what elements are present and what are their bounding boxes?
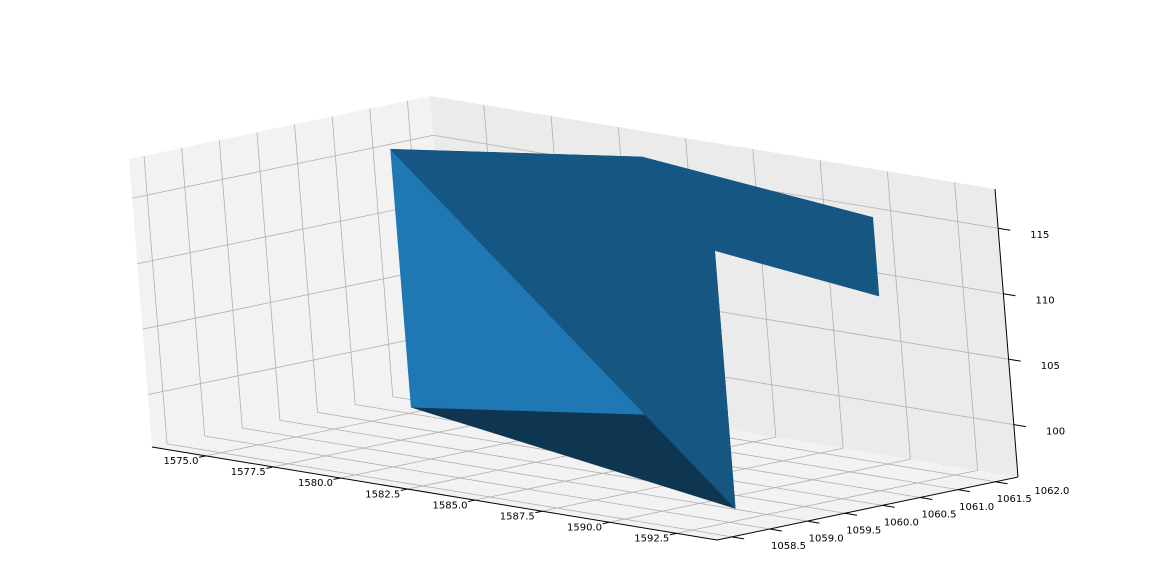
y-grid-line-wall	[181, 147, 206, 437]
y-tick-label: 1058.5	[771, 541, 806, 552]
y-grid-line-wall	[294, 124, 318, 413]
z-tick-label: 115	[1030, 230, 1049, 241]
x-grid-line-wall	[886, 171, 911, 460]
z-tick-mark	[1013, 424, 1027, 428]
z-grid-line-left	[147, 331, 449, 396]
y-grid-line-floor	[166, 443, 733, 538]
y-tick-label: 1062.0	[1034, 486, 1069, 497]
x-tick-label: 1587.5	[500, 511, 535, 522]
x-tick-mark	[602, 521, 610, 525]
x-grid-line-floor	[676, 469, 978, 534]
x-tick-label: 1592.5	[634, 534, 669, 545]
z-grid-line-left	[132, 134, 434, 199]
y-grid-line-floor	[242, 427, 808, 522]
left-wall-pane	[129, 96, 453, 447]
y-tick-label: 1061.0	[959, 502, 994, 513]
z-tick-mark	[998, 227, 1011, 231]
x-grid-line-floor	[609, 458, 911, 523]
y-tick-label: 1059.0	[809, 533, 844, 544]
y-tick-mark	[882, 504, 895, 508]
y-tick-mark	[731, 536, 745, 540]
y-tick-label: 1059.5	[846, 525, 881, 536]
y-grid-line-wall	[331, 116, 356, 405]
surface-top-face	[390, 149, 736, 509]
z-tick-mark	[1008, 358, 1021, 362]
y-axis-line	[716, 476, 1019, 541]
x-tick-label: 1580.0	[298, 478, 333, 489]
x-tick-mark	[467, 499, 475, 503]
y-grid-line-wall	[143, 155, 168, 444]
y-tick-label: 1060.5	[922, 510, 957, 521]
y-tick-mark	[920, 496, 933, 500]
y-grid-line-wall	[218, 140, 243, 429]
z-tick-mark	[1003, 293, 1016, 297]
y-tick-mark	[995, 481, 1008, 485]
y-tick-mark	[957, 489, 970, 493]
x-tick-label: 1590.0	[567, 522, 602, 533]
z-grid-line-left	[142, 265, 444, 330]
z-tick-label: 100	[1046, 427, 1065, 438]
y-tick-label: 1061.5	[997, 494, 1032, 505]
y-grid-line-floor	[279, 419, 845, 514]
x-tick-label: 1575.0	[163, 456, 198, 467]
x-tick-mark	[266, 466, 274, 469]
z-axis-line	[994, 188, 1019, 478]
x-tick-label: 1577.5	[231, 467, 266, 478]
y-tick-mark	[769, 528, 782, 532]
z-grid-line-left	[137, 200, 439, 265]
x-tick-mark	[400, 488, 408, 491]
x-tick-label: 1582.5	[365, 489, 400, 500]
floor-pane	[152, 384, 1018, 540]
x-axis-line	[151, 446, 718, 541]
z-tick-label: 105	[1041, 361, 1060, 372]
y-grid-line-floor	[204, 435, 770, 530]
x-tick-mark	[198, 455, 206, 458]
z-tick-label: 110	[1036, 296, 1055, 307]
y-grid-line-wall	[369, 108, 394, 397]
y-grid-line-wall	[256, 132, 281, 421]
y-tick-label: 1060.0	[884, 518, 919, 529]
y-tick-mark	[844, 512, 858, 516]
y-tick-mark	[807, 520, 820, 524]
x-tick-label: 1585.0	[433, 500, 468, 511]
x-tick-mark	[669, 532, 677, 536]
x-grid-line-wall	[954, 182, 979, 471]
x-tick-mark	[333, 477, 341, 480]
x-tick-mark	[535, 510, 543, 514]
